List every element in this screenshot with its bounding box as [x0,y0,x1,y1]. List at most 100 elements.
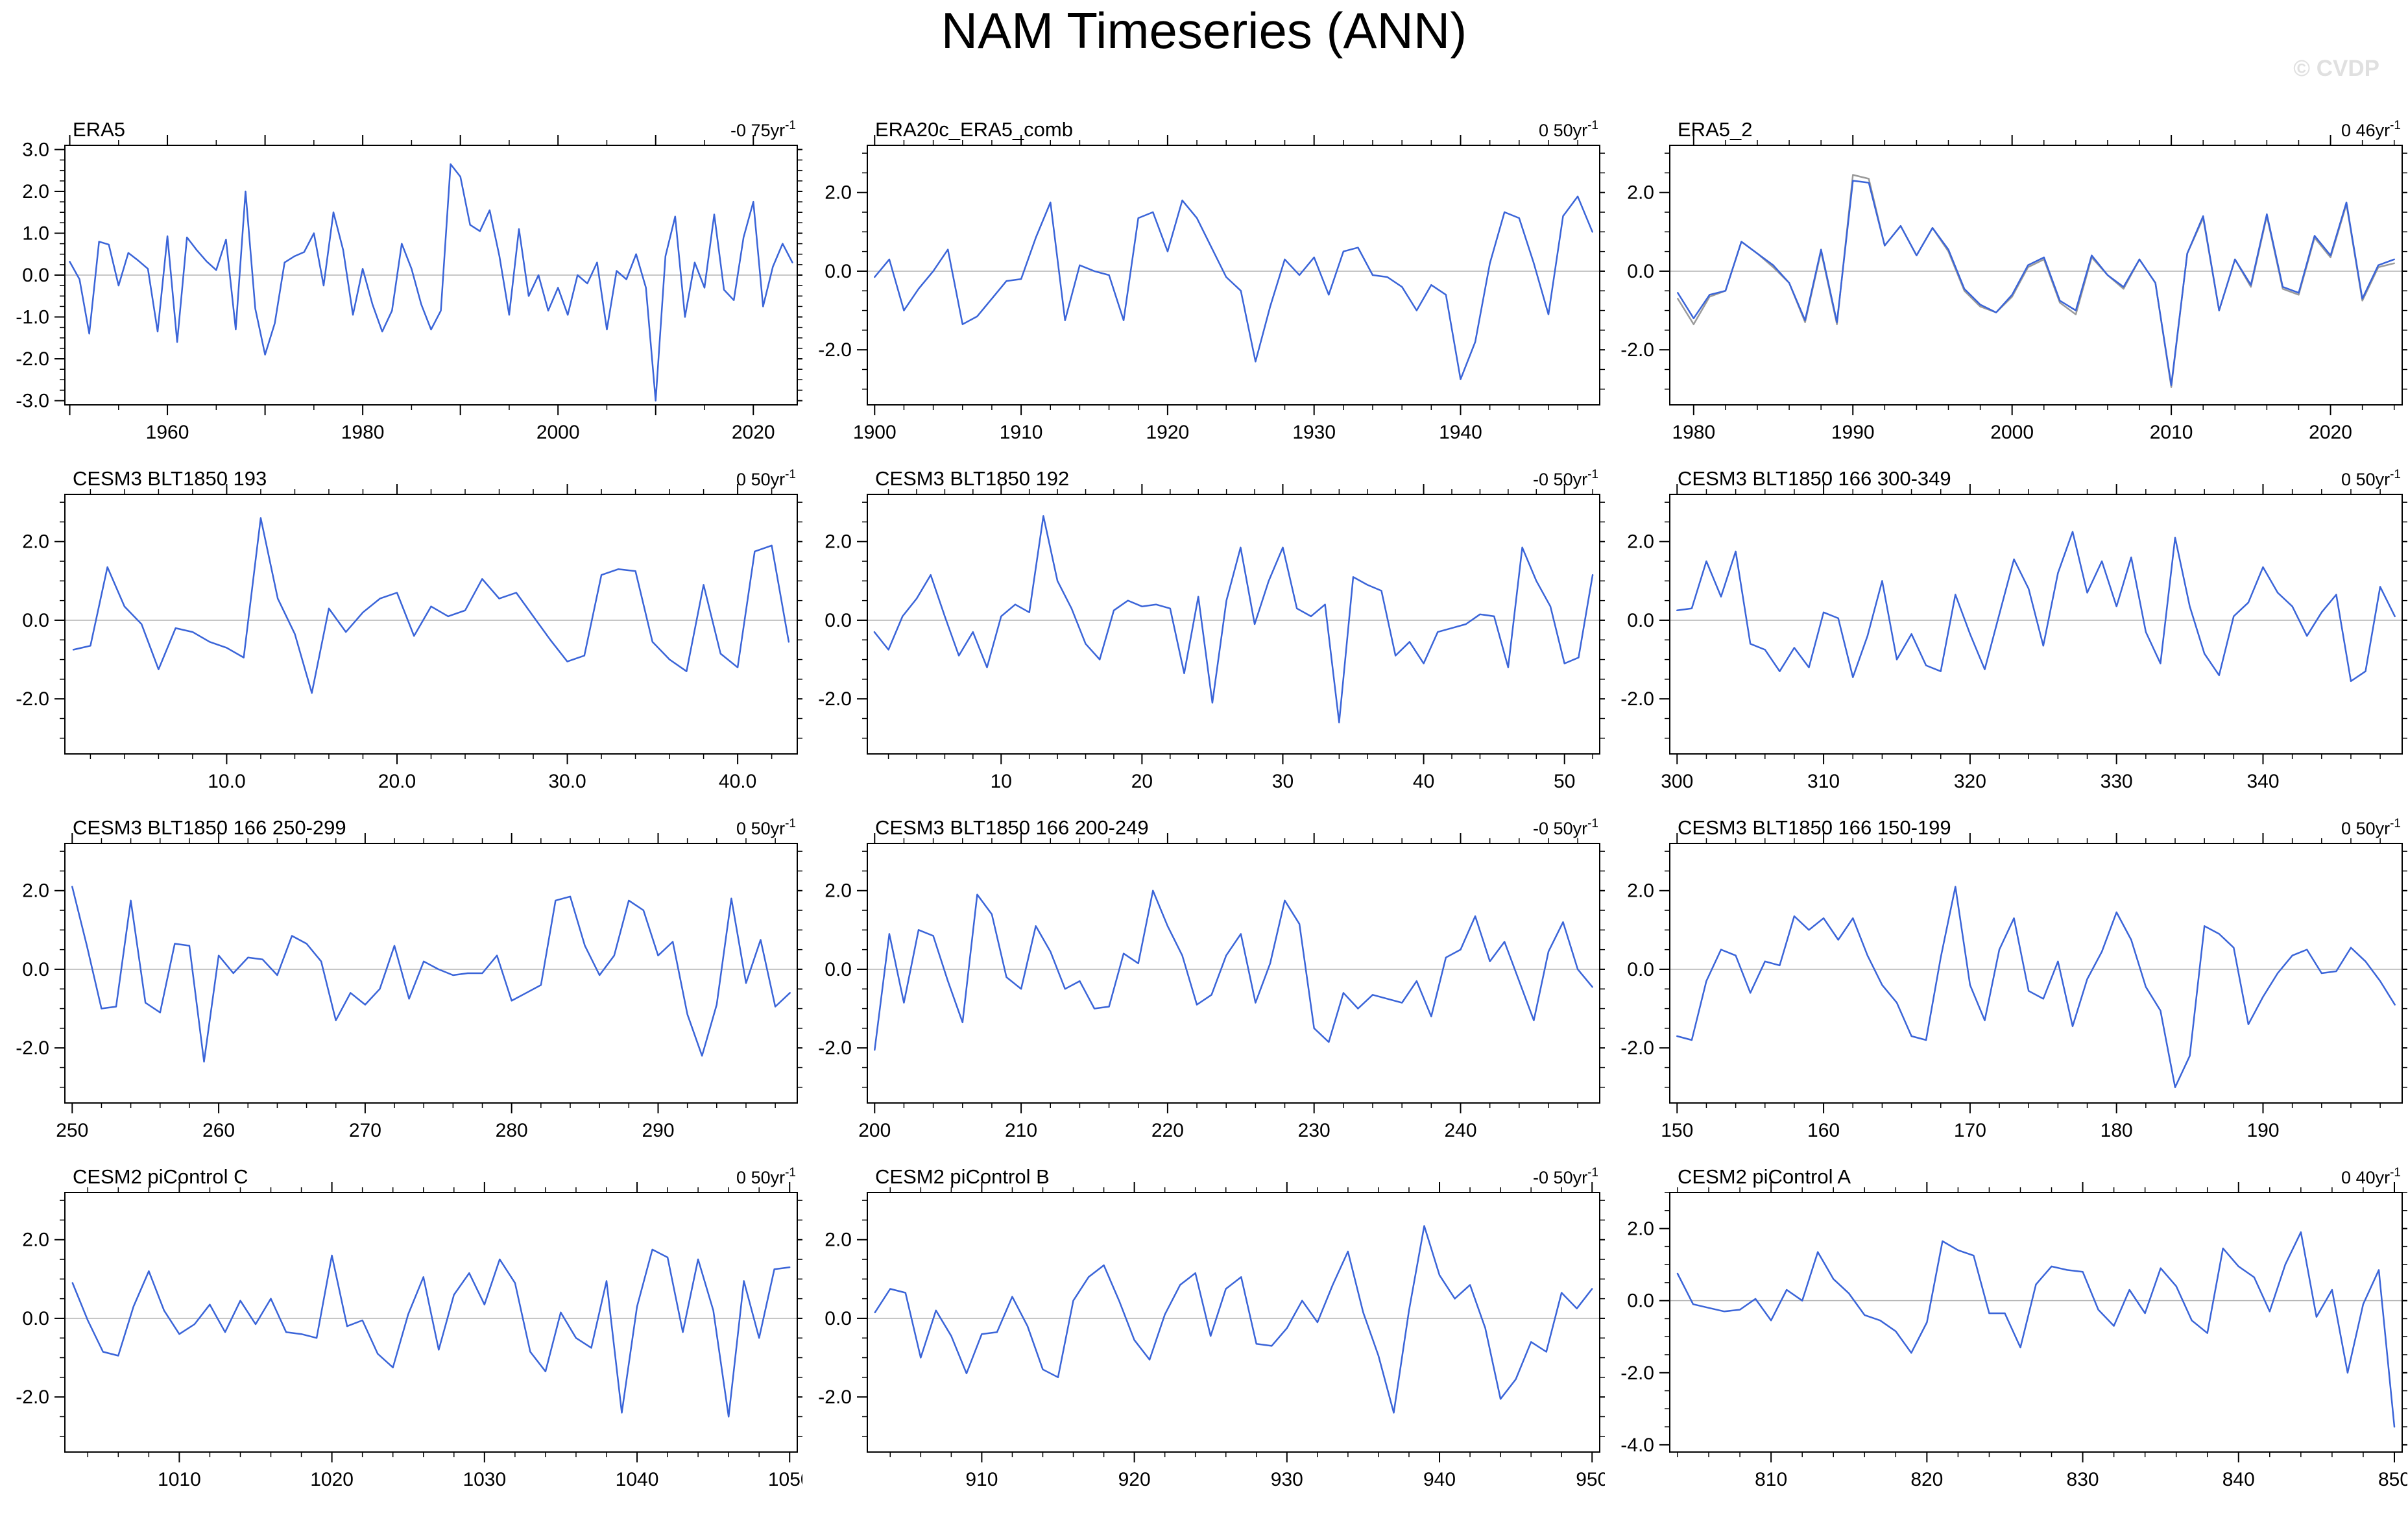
x-tick-label: 1930 [1292,422,1336,443]
x-tick-label: 280 [496,1120,528,1141]
cvdp-watermark: © CVDP [2293,56,2379,81]
series-line-nam-index [1676,531,2396,683]
timeseries-panel: CESM2 piControl C 0 50yr-1 1010 1020 1030 104… [0,1163,802,1512]
plot-frame [867,843,1600,1104]
y-tick-label: 2.0 [22,1229,49,1251]
y-tick-label: 0.0 [825,959,852,980]
timeseries-panel: CESM3 BLT1850 166 150-199 0 50yr-1 150 160 1… [1605,814,2407,1163]
x-tick-label: 150 [1661,1120,1693,1141]
x-tick-label: 330 [2101,771,2133,792]
y-tick-label: 1.0 [22,223,49,244]
y-tick-label: 0.0 [22,959,49,980]
series-line-reference-line [1677,174,2395,388]
y-tick-label: -2.0 [16,1387,49,1408]
y-tick-label: -2.0 [1620,1362,1654,1384]
timeseries-chart-svg: CESM3 BLT1850 166 300-349 0 50yr-1 300 310 3… [1620,467,2407,792]
x-tick-label: 1980 [341,422,385,443]
chart-title: CESM2 piControl A [1678,1165,1851,1188]
y-tick-label: -2.0 [1620,688,1654,710]
y-tick-label: 0.0 [825,261,852,282]
y-tick-label: -4.0 [1620,1435,1654,1456]
x-tick-label: 30 [1272,771,1294,792]
x-tick-label: 10 [991,771,1012,792]
timeseries-panel: CESM3 BLT1850 193 0 50yr-1 10.0 20.0 30.0 40.… [0,465,802,814]
y-tick-label: -2.0 [818,339,852,361]
x-tick-label: 1980 [1672,422,1715,443]
x-tick-label: 1020 [310,1469,354,1490]
y-tick-label: 0.0 [22,1308,49,1329]
timeseries-panel: ERA20c_ERA5_comb 0 50yr-1 1900 1910 1920 1930… [802,115,1605,465]
x-tick-label: 190 [2246,1120,2279,1141]
x-tick-label: 30.0 [548,771,586,792]
plot-frame [1669,494,2403,755]
trend-label: 0 50yr-1 [2341,817,2401,838]
timeseries-chart-svg: CESM3 BLT1850 166 150-199 0 50yr-1 150 160 1… [1620,816,2407,1141]
timeseries-chart-svg: CESM2 piControl C 0 50yr-1 1010 1020 1030 104… [16,1165,802,1490]
series-line-nam-index [71,886,791,1063]
y-tick-label: -2.0 [818,1037,852,1059]
x-tick-label: 220 [1151,1120,1184,1141]
y-tick-label: 0.0 [22,610,49,631]
timeseries-panel: CESM3 BLT1850 166 300-349 0 50yr-1 300 310 3… [1605,465,2407,814]
x-tick-label: 940 [1423,1469,1456,1490]
y-tick-label: 2.0 [1627,880,1654,902]
series-line-nam-index [874,890,1593,1051]
x-tick-label: 40 [1413,771,1434,792]
plot-frame [64,1192,798,1453]
x-tick-label: 2010 [2150,422,2193,443]
chart-title: CESM3 BLT1850 193 [73,467,267,490]
timeseries-panel: ERA5_2 0 46yr-1 1980 1990 2000 2010 2020 2.0 0.0… [1605,115,2407,465]
timeseries-chart-svg: ERA5_2 0 46yr-1 1980 1990 2000 2010 2020 2.0 0.0… [1620,118,2407,443]
chart-title: CESM2 piControl B [875,1165,1050,1188]
series-line-nam-index [874,1225,1593,1414]
trend-label: 0 50yr-1 [736,1166,796,1187]
series-line-nam-index [1676,1231,2396,1428]
chart-title: CESM3 BLT1850 166 150-199 [1678,816,1951,839]
x-tick-label: 2000 [1990,422,2034,443]
x-tick-label: 930 [1271,1469,1303,1490]
x-tick-label: 1010 [158,1469,201,1490]
y-tick-label: 2.0 [22,880,49,902]
x-tick-label: 20 [1131,771,1153,792]
x-tick-label: 850 [2378,1469,2407,1490]
x-tick-label: 240 [1444,1120,1476,1141]
timeseries-panel: ERA5 -0 75yr-1 1960 1980 2000 2020 3.0 2.0 1.0 0.… [0,115,802,465]
x-tick-label: 320 [1954,771,1986,792]
y-tick-label: 0.0 [1627,610,1654,631]
y-tick-label: 2.0 [1627,1218,1654,1240]
x-tick-label: 200 [858,1120,891,1141]
series-line-nam-index [71,1248,791,1418]
x-tick-label: 180 [2101,1120,2133,1141]
x-tick-label: 840 [2222,1469,2255,1490]
x-tick-label: 2000 [536,422,580,443]
chart-title: ERA5_2 [1678,118,1752,141]
plot-frame [64,843,798,1104]
chart-title: CESM2 piControl C [73,1165,248,1188]
x-tick-label: 260 [202,1120,235,1141]
x-tick-label: 920 [1118,1469,1151,1490]
y-tick-label: -2.0 [1620,1037,1654,1059]
x-tick-label: 300 [1661,771,1693,792]
timeseries-chart-svg: ERA5 -0 75yr-1 1960 1980 2000 2020 3.0 2.0 1.0 0.… [16,118,802,443]
trend-label: 0 40yr-1 [2341,1166,2401,1187]
x-tick-label: 50 [1554,771,1575,792]
x-tick-label: 830 [2067,1469,2099,1490]
y-tick-label: 2.0 [1627,182,1654,204]
x-tick-label: 290 [642,1120,674,1141]
timeseries-chart-svg: CESM3 BLT1850 166 200-249 -0 50yr-1 200 210… [818,816,1605,1141]
y-tick-label: -2.0 [1620,339,1654,361]
y-tick-label: 0.0 [1627,959,1654,980]
y-tick-label: 2.0 [825,531,852,553]
plot-frame [1669,1192,2403,1453]
y-tick-label: -2.0 [16,1037,49,1059]
y-tick-label: 2.0 [22,181,49,202]
trend-label: 0 50yr-1 [1539,119,1598,140]
trend-label: -0 50yr-1 [1533,817,1598,838]
plot-frame [1669,843,2403,1104]
timeseries-panel: CESM3 BLT1850 166 200-249 -0 50yr-1 200 210… [802,814,1605,1163]
y-tick-label: 2.0 [825,880,852,902]
y-tick-label: -3.0 [16,391,49,412]
chart-title: CESM3 BLT1850 166 250-299 [73,816,346,839]
x-tick-label: 910 [965,1469,998,1490]
x-tick-label: 10.0 [208,771,245,792]
